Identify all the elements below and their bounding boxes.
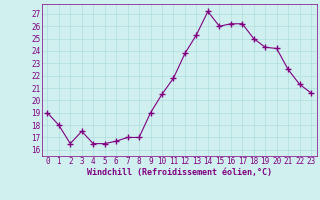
X-axis label: Windchill (Refroidissement éolien,°C): Windchill (Refroidissement éolien,°C) <box>87 168 272 177</box>
